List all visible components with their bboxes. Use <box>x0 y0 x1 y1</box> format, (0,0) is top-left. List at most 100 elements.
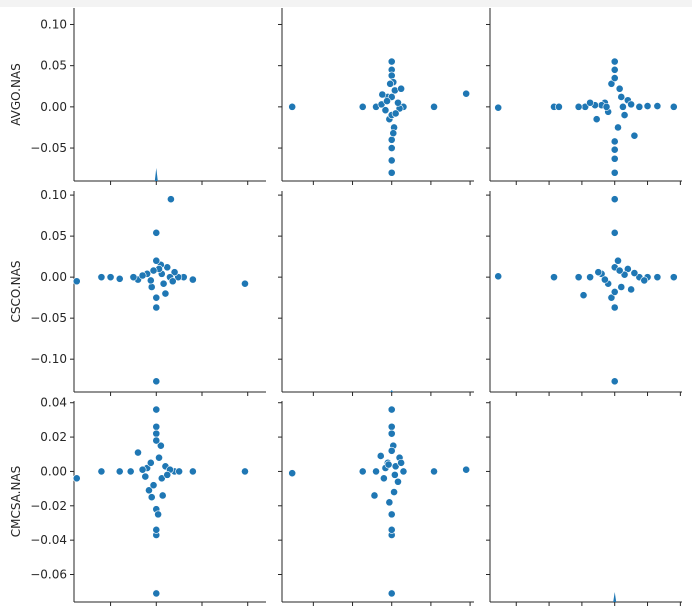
scatter-point <box>188 275 197 284</box>
panel-1-1 <box>278 191 474 396</box>
scatter-point <box>97 273 106 282</box>
scatter-point <box>141 472 150 481</box>
scatter-point <box>152 422 161 431</box>
scatter-point <box>643 102 652 110</box>
scatter-point <box>610 288 619 296</box>
scatter-point <box>152 436 161 445</box>
scatter-point <box>152 429 161 438</box>
y-tick-label: 0.10 <box>40 17 67 31</box>
scatter-point <box>372 467 380 476</box>
scatter-point <box>288 102 297 111</box>
scatter-point <box>610 228 619 237</box>
scatter-point <box>607 79 616 88</box>
scatter-point <box>574 273 583 282</box>
scatter-point <box>614 123 622 132</box>
scatter-point <box>379 474 388 483</box>
scatter-point <box>358 102 367 111</box>
scatter-point <box>146 458 155 467</box>
scatter-point <box>106 273 115 282</box>
scatter-point <box>387 429 396 438</box>
scatter-point <box>635 102 644 111</box>
scatter-point <box>387 446 396 455</box>
y-tick-label: −0.05 <box>30 311 67 325</box>
scatter-point <box>154 510 163 519</box>
y-tick-label: 0.04 <box>40 396 67 410</box>
scatter-point <box>394 477 402 486</box>
scatter-point <box>387 57 396 66</box>
scatter-point <box>619 102 627 111</box>
scatter-point <box>72 474 81 483</box>
scatter-point <box>610 65 619 74</box>
y-axis-label: AVGO.NAS <box>9 63 23 126</box>
y-tick-label: 0.00 <box>40 270 67 284</box>
scatter-point <box>387 589 396 598</box>
scatter-point <box>152 228 161 237</box>
scatter-point <box>600 275 609 284</box>
scatter-point <box>159 279 168 288</box>
scatter-point <box>614 256 622 265</box>
scatter-point <box>615 266 624 275</box>
scatter-point <box>610 137 619 146</box>
scatter-point <box>610 195 619 204</box>
scatter-point <box>592 115 601 124</box>
scatter-point <box>147 493 156 502</box>
y-tick-label: −0.05 <box>30 141 67 155</box>
scatter-point <box>155 453 163 462</box>
scatter-point <box>175 467 184 476</box>
scatter-point <box>610 74 619 82</box>
y-tick-label: 0.00 <box>40 100 67 114</box>
y-tick-label: 0.05 <box>40 59 67 73</box>
y-tick-label: 0.05 <box>40 229 67 243</box>
panel-2-2 <box>486 401 682 606</box>
panel-0-0: −0.05 0.00 0.05 0.10 AVGO.NAS <box>9 8 266 185</box>
scatter-point <box>384 460 393 469</box>
y-tick-label: 0.02 <box>40 430 67 444</box>
panel-0-1 <box>278 8 474 185</box>
y-tick-label: −0.02 <box>30 499 67 513</box>
scatter-point <box>168 277 177 286</box>
scatter-point <box>188 467 197 476</box>
scatter-point <box>627 100 636 109</box>
y-tick-label: −0.06 <box>30 568 67 582</box>
scatter-point <box>387 168 396 177</box>
scatter-point <box>430 102 438 111</box>
y-tick-label: −0.04 <box>30 533 67 547</box>
scatter-point <box>387 525 396 534</box>
window-top-strip <box>0 0 692 7</box>
scatter-point <box>378 90 387 99</box>
panel-1-2 <box>486 191 682 396</box>
scatter-point <box>161 289 170 298</box>
scatter-point <box>387 71 396 80</box>
scatter-point <box>385 498 394 507</box>
scatter-point <box>462 89 471 98</box>
scatter-point <box>390 470 399 479</box>
scatter-point <box>138 271 147 280</box>
scatter-CSCO.NAS-vs-AVGO.NAS <box>288 57 471 177</box>
scatter-point <box>149 481 158 490</box>
y-tick-label: −0.10 <box>30 352 67 366</box>
scatter-point <box>386 79 395 88</box>
scatter-point <box>147 283 156 291</box>
scatter-point <box>653 273 662 282</box>
scatter-point <box>115 274 124 283</box>
scatter-point <box>630 269 639 277</box>
scatter-point <box>152 377 161 386</box>
panel-0-2 <box>486 8 682 185</box>
scatter-point <box>620 111 629 119</box>
scatter-point <box>494 272 503 281</box>
diagonal-spike <box>613 592 617 602</box>
scatter-point <box>430 467 438 476</box>
scatter-point <box>387 405 396 414</box>
scatter-CSCO.NAS-vs-CMCSA.NAS <box>288 405 471 598</box>
scatter-point <box>381 106 390 115</box>
scatter-point <box>602 102 611 111</box>
scatter-point <box>146 276 155 285</box>
y-tick-label: 0.10 <box>40 188 67 202</box>
scatter-point <box>126 467 135 476</box>
scatter-point <box>241 279 249 288</box>
scatter-point <box>586 98 595 107</box>
scatter-point <box>653 102 662 110</box>
scatter-point <box>610 154 619 163</box>
scatter-point <box>389 129 398 138</box>
